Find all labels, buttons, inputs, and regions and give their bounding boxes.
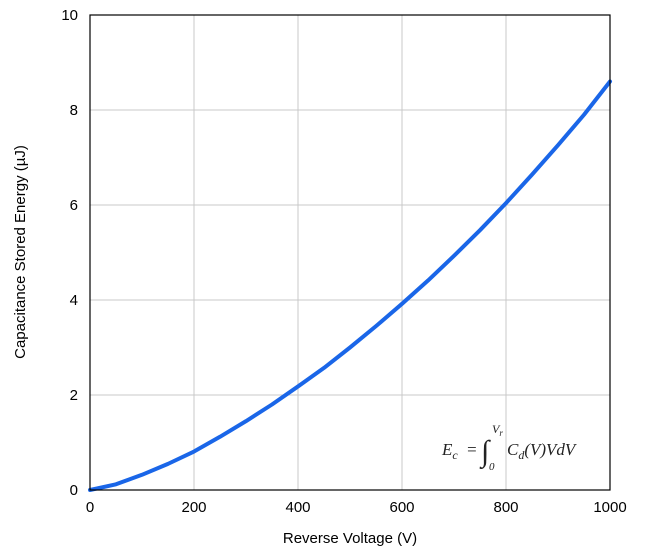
energy-curve: [88, 79, 612, 492]
plot-frame: [89, 14, 611, 491]
formula-integrand: C: [507, 440, 519, 459]
x-tick-label: 400: [285, 499, 310, 516]
y-tick-label: 0: [70, 482, 78, 499]
formula-lhs-subscript: c: [452, 448, 458, 462]
svg-text:Cd(V)VdV: Cd(V)VdV: [507, 440, 578, 462]
x-tick-label: 0: [86, 499, 94, 516]
svg-text:Ec: Ec: [441, 440, 458, 462]
formula-lower-limit: 0: [489, 461, 495, 473]
y-axis-title: Capacitance Stored Energy (µJ): [12, 145, 29, 359]
y-tick-label: 10: [61, 7, 78, 24]
grid-lines: [90, 15, 610, 490]
formula-lhs: E: [441, 440, 453, 459]
y-tick-label: 6: [70, 197, 78, 214]
x-tick-label: 200: [181, 499, 206, 516]
series-layer: [88, 79, 612, 492]
x-axis-title: Reverse Voltage (V): [283, 530, 417, 547]
x-tick-labels: 0 200 400 600 800 1000: [86, 499, 627, 516]
y-tick-label: 8: [70, 102, 78, 119]
formula-integrand-subscript: d: [518, 448, 525, 462]
formula-upper-limit: V: [492, 422, 501, 436]
x-tick-label: 800: [493, 499, 518, 516]
energy-formula: Ec = ∫ 0 Vr Cd(V)VdV: [441, 422, 578, 473]
y-tick-label: 2: [70, 387, 78, 404]
y-tick-label: 4: [70, 292, 78, 309]
x-tick-label: 600: [389, 499, 414, 516]
formula-equals: =: [466, 440, 477, 459]
formula-integral: ∫: [479, 435, 491, 470]
svg-text:Vr: Vr: [492, 422, 503, 438]
formula-rest: (V)VdV: [524, 440, 578, 459]
x-tick-label: 1000: [593, 499, 626, 516]
formula-upper-subscript: r: [499, 428, 503, 438]
y-tick-labels: 0 2 4 6 8 10: [61, 7, 78, 499]
